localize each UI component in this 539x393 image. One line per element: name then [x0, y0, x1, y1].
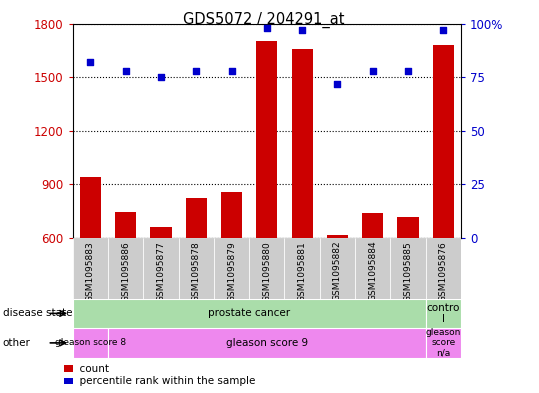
- Text: GSM1095878: GSM1095878: [192, 241, 201, 301]
- Bar: [80, 177, 101, 345]
- Text: gleason
score
n/a: gleason score n/a: [425, 328, 461, 358]
- Text: GSM1095879: GSM1095879: [227, 241, 236, 301]
- Bar: [214, 238, 249, 299]
- Point: [333, 81, 342, 87]
- Bar: [355, 238, 390, 299]
- Point: [227, 68, 236, 74]
- Point: [439, 27, 447, 33]
- Text: contro
l: contro l: [426, 303, 460, 324]
- Bar: [178, 238, 214, 299]
- Bar: [362, 213, 383, 345]
- Bar: [256, 41, 278, 345]
- Text: GSM1095877: GSM1095877: [156, 241, 165, 301]
- Text: gleason score 9: gleason score 9: [226, 338, 308, 348]
- Bar: [73, 238, 108, 299]
- Bar: [390, 238, 426, 299]
- Text: GSM1095876: GSM1095876: [439, 241, 448, 301]
- Bar: [150, 227, 171, 345]
- Bar: [320, 238, 355, 299]
- Text: disease state: disease state: [3, 309, 72, 318]
- Bar: [221, 192, 242, 345]
- Bar: [108, 328, 426, 358]
- Text: GSM1095882: GSM1095882: [333, 241, 342, 301]
- Bar: [108, 238, 143, 299]
- Text: gleason score 8: gleason score 8: [55, 338, 126, 347]
- Bar: [143, 238, 178, 299]
- Text: other: other: [3, 338, 31, 348]
- Text: GSM1095883: GSM1095883: [86, 241, 95, 301]
- Text: GSM1095886: GSM1095886: [121, 241, 130, 301]
- Text: GSM1095880: GSM1095880: [262, 241, 271, 301]
- Bar: [285, 238, 320, 299]
- Bar: [426, 299, 461, 328]
- Bar: [292, 49, 313, 345]
- Bar: [327, 235, 348, 345]
- Text: GSM1095884: GSM1095884: [368, 241, 377, 301]
- Point: [404, 68, 412, 74]
- Point: [298, 27, 306, 33]
- Bar: [426, 328, 461, 358]
- Bar: [185, 198, 207, 345]
- Point: [86, 59, 95, 65]
- Point: [121, 68, 130, 74]
- Text: GDS5072 / 204291_at: GDS5072 / 204291_at: [183, 12, 345, 28]
- Bar: [249, 238, 285, 299]
- Bar: [73, 328, 108, 358]
- Text: GSM1095881: GSM1095881: [298, 241, 307, 301]
- Bar: [397, 217, 418, 345]
- Text: count: count: [73, 364, 109, 374]
- Text: GSM1095885: GSM1095885: [403, 241, 412, 301]
- Point: [262, 25, 271, 31]
- Point: [368, 68, 377, 74]
- Bar: [433, 45, 454, 345]
- Bar: [115, 212, 136, 345]
- Text: prostate cancer: prostate cancer: [208, 309, 290, 318]
- Point: [157, 74, 165, 80]
- Text: percentile rank within the sample: percentile rank within the sample: [73, 376, 255, 386]
- Bar: [426, 238, 461, 299]
- Point: [192, 68, 201, 74]
